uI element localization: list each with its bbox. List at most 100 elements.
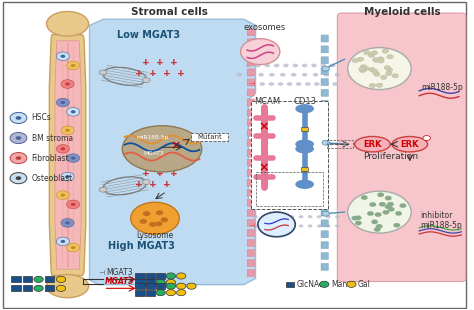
Text: exosomes: exosomes <box>244 24 286 33</box>
Circle shape <box>385 196 392 200</box>
Circle shape <box>272 224 276 228</box>
Circle shape <box>250 82 256 86</box>
Circle shape <box>71 203 75 206</box>
Circle shape <box>61 193 65 197</box>
Text: +: + <box>135 180 143 189</box>
Circle shape <box>299 215 303 218</box>
Circle shape <box>386 68 392 72</box>
FancyBboxPatch shape <box>321 166 328 173</box>
Ellipse shape <box>295 180 314 189</box>
Circle shape <box>385 205 392 209</box>
FancyBboxPatch shape <box>321 111 328 118</box>
Circle shape <box>56 144 69 153</box>
FancyBboxPatch shape <box>23 276 32 282</box>
Circle shape <box>99 70 107 75</box>
Text: +: + <box>149 69 156 78</box>
FancyBboxPatch shape <box>247 209 255 216</box>
Circle shape <box>281 215 285 218</box>
Text: +: + <box>135 69 143 78</box>
Circle shape <box>67 61 80 70</box>
Text: +: + <box>156 169 164 178</box>
Circle shape <box>258 212 295 237</box>
Circle shape <box>383 210 389 215</box>
Text: +: + <box>163 69 171 78</box>
Circle shape <box>16 116 21 120</box>
FancyBboxPatch shape <box>45 276 55 282</box>
Circle shape <box>16 176 21 180</box>
Circle shape <box>264 64 270 67</box>
Circle shape <box>237 73 242 77</box>
Circle shape <box>374 58 380 62</box>
Circle shape <box>361 195 367 200</box>
FancyBboxPatch shape <box>11 285 21 291</box>
Text: BM stroma: BM stroma <box>32 134 73 143</box>
FancyBboxPatch shape <box>247 199 255 206</box>
Circle shape <box>372 69 378 73</box>
Text: Mutant: Mutant <box>198 134 223 140</box>
FancyBboxPatch shape <box>247 250 255 257</box>
Circle shape <box>278 82 283 86</box>
Circle shape <box>291 73 297 77</box>
FancyBboxPatch shape <box>247 159 255 166</box>
FancyBboxPatch shape <box>191 133 228 141</box>
Circle shape <box>352 58 359 63</box>
Circle shape <box>368 53 375 58</box>
FancyBboxPatch shape <box>247 29 255 36</box>
Text: +: + <box>177 69 184 78</box>
FancyBboxPatch shape <box>247 79 255 86</box>
Circle shape <box>371 220 378 224</box>
FancyBboxPatch shape <box>321 133 328 140</box>
Text: +: + <box>170 58 178 67</box>
Text: Gal: Gal <box>358 280 371 289</box>
Circle shape <box>246 64 251 67</box>
Text: Man: Man <box>331 280 347 289</box>
Circle shape <box>357 57 364 61</box>
Circle shape <box>296 82 301 86</box>
Circle shape <box>247 73 253 77</box>
Circle shape <box>258 73 264 77</box>
Circle shape <box>313 73 319 77</box>
Text: ×: × <box>259 121 269 134</box>
Text: +: + <box>156 58 164 67</box>
Text: Myeloid cells: Myeloid cells <box>364 7 440 16</box>
Text: +: + <box>177 69 184 78</box>
Circle shape <box>355 216 362 220</box>
FancyBboxPatch shape <box>247 189 255 196</box>
Circle shape <box>67 154 80 162</box>
Circle shape <box>149 222 156 227</box>
Circle shape <box>370 202 376 207</box>
FancyBboxPatch shape <box>247 139 255 146</box>
FancyBboxPatch shape <box>247 109 255 116</box>
Circle shape <box>373 58 379 62</box>
Circle shape <box>272 215 276 218</box>
Circle shape <box>10 173 27 184</box>
Circle shape <box>61 55 65 58</box>
FancyBboxPatch shape <box>146 290 155 296</box>
Circle shape <box>308 215 312 218</box>
Circle shape <box>314 82 319 86</box>
FancyBboxPatch shape <box>321 220 328 227</box>
Circle shape <box>330 64 336 67</box>
Ellipse shape <box>122 126 202 172</box>
Circle shape <box>359 68 366 73</box>
FancyBboxPatch shape <box>3 2 466 308</box>
Circle shape <box>347 48 411 90</box>
FancyBboxPatch shape <box>321 144 328 151</box>
Circle shape <box>61 126 74 135</box>
Circle shape <box>332 82 338 86</box>
Ellipse shape <box>392 136 428 152</box>
FancyBboxPatch shape <box>321 89 328 96</box>
Circle shape <box>143 211 150 216</box>
FancyBboxPatch shape <box>247 259 255 267</box>
Circle shape <box>156 210 164 215</box>
Circle shape <box>335 73 340 77</box>
FancyBboxPatch shape <box>247 269 255 277</box>
Circle shape <box>355 221 362 225</box>
Text: +: + <box>170 58 178 67</box>
Circle shape <box>161 217 168 222</box>
Ellipse shape <box>355 136 390 152</box>
Circle shape <box>166 290 175 296</box>
Circle shape <box>166 279 175 286</box>
Text: Lysosome: Lysosome <box>137 231 173 240</box>
Circle shape <box>305 82 310 86</box>
